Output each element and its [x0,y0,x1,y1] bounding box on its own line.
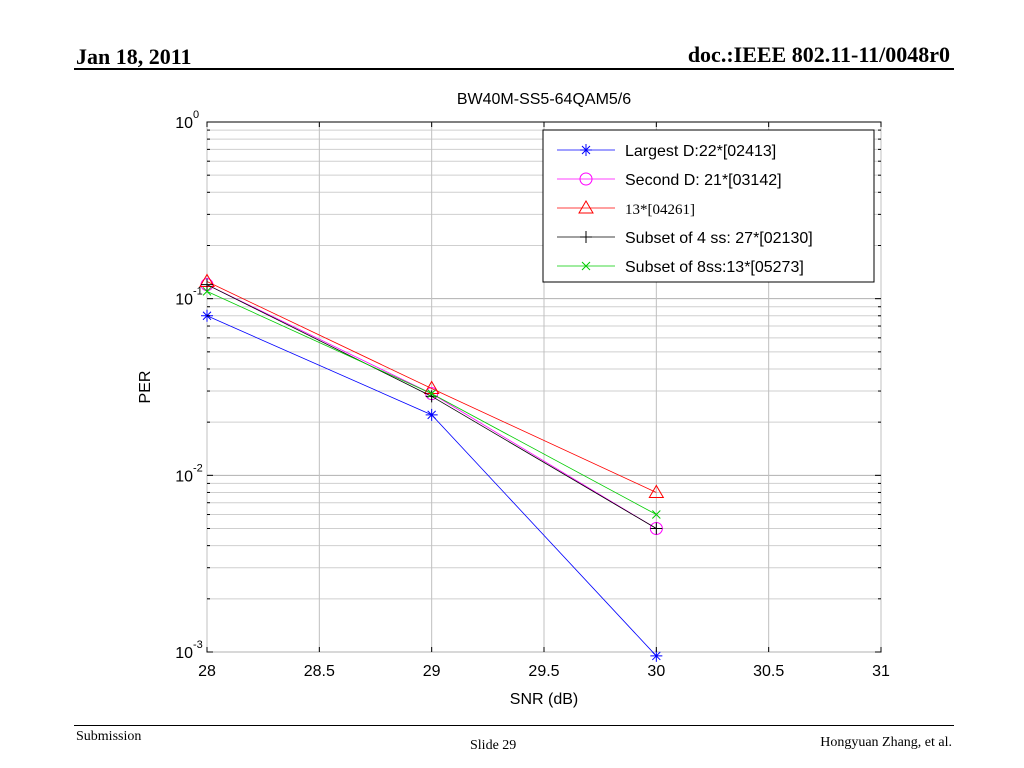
y-tick-label: 10 [175,292,193,309]
y-tick-label: 10 [175,468,193,485]
x-tick-label: 30.5 [753,663,784,680]
star-marker [650,649,663,662]
x-tick-label: 29 [423,663,441,680]
y-tick-exponent: -1 [193,286,203,298]
legend-label: Subset of 4 ss: 27*[02130] [625,230,813,247]
legend-label: 13*[04261] [625,202,695,218]
document-id: doc.:IEEE 802.11-11/0048r0 [687,42,950,67]
x-tick-label: 31 [872,663,890,680]
header-rule [74,68,954,70]
footer-author: Hongyuan Zhang, et al. [820,735,952,750]
star-marker [425,408,438,421]
x-marker [427,389,437,398]
plus-marker [580,231,592,243]
triangle-marker [578,200,594,214]
x-axis-label: SNR (dB) [510,691,578,708]
footer-rule [74,725,954,726]
x-tick-label: 28.5 [304,663,335,680]
legend-entry-1: Largest D:22*[02413] [557,143,776,160]
legend-entry-2: Second D: 21*[03142] [557,172,782,189]
legend-entry-4: Subset of 4 ss: 27*[02130] [557,230,813,247]
slide-date: Jan 18, 2011 [76,44,192,69]
series-5 [202,287,661,519]
footer-submission: Submission [76,729,142,744]
plus-marker [201,278,213,291]
legend: Largest D:22*[02413] Second D: 21*[03142]… [542,129,875,283]
series-layer [199,273,665,662]
x-marker [651,510,661,519]
y-tick-exponent: -2 [193,462,203,474]
y-axis-label: PER [137,371,154,404]
x-tick-label: 28 [198,663,216,680]
star-marker [580,144,592,156]
y-tick-exponent: 0 [193,109,199,121]
y-tick-exponent: -3 [193,639,203,651]
plus-marker [425,390,438,403]
legend-label: Second D: 21*[03142] [625,172,782,189]
x-tick-label: 30 [647,663,665,680]
chart-title: BW40M-SS5-64QAM5/6 [457,91,631,108]
legend-box [542,129,875,283]
footer-slide-number: Slide 29 [470,738,517,753]
legend-entry-5: Subset of 8ss:13*[05273] [557,259,804,276]
triangle-marker [648,484,665,498]
plus-marker [650,522,663,535]
y-tick-label: 10 [175,115,193,132]
series-4 [201,278,663,535]
legend-label: Subset of 8ss:13*[05273] [625,259,804,276]
circle-marker [579,172,593,186]
y-tick-label: 10 [175,645,193,662]
x-marker [581,261,591,271]
legend-entry-3: 13*[04261] [557,200,695,218]
x-marker [202,287,212,296]
series-line [206,281,657,493]
x-tick-label: 29.5 [528,663,559,680]
legend-label: Largest D:22*[02413] [625,143,776,160]
